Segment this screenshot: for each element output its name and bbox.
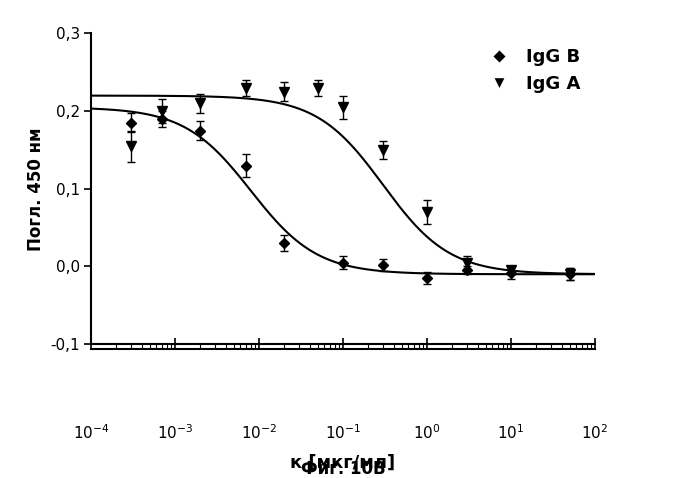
Text: Фиг. 10В: Фиг. 10В — [301, 460, 385, 478]
Y-axis label: Погл. 450 нм: Погл. 450 нм — [27, 127, 45, 250]
Text: к [мкг/мл]: к [мкг/мл] — [290, 454, 396, 472]
Legend: IgG B, IgG A: IgG B, IgG A — [475, 43, 586, 98]
